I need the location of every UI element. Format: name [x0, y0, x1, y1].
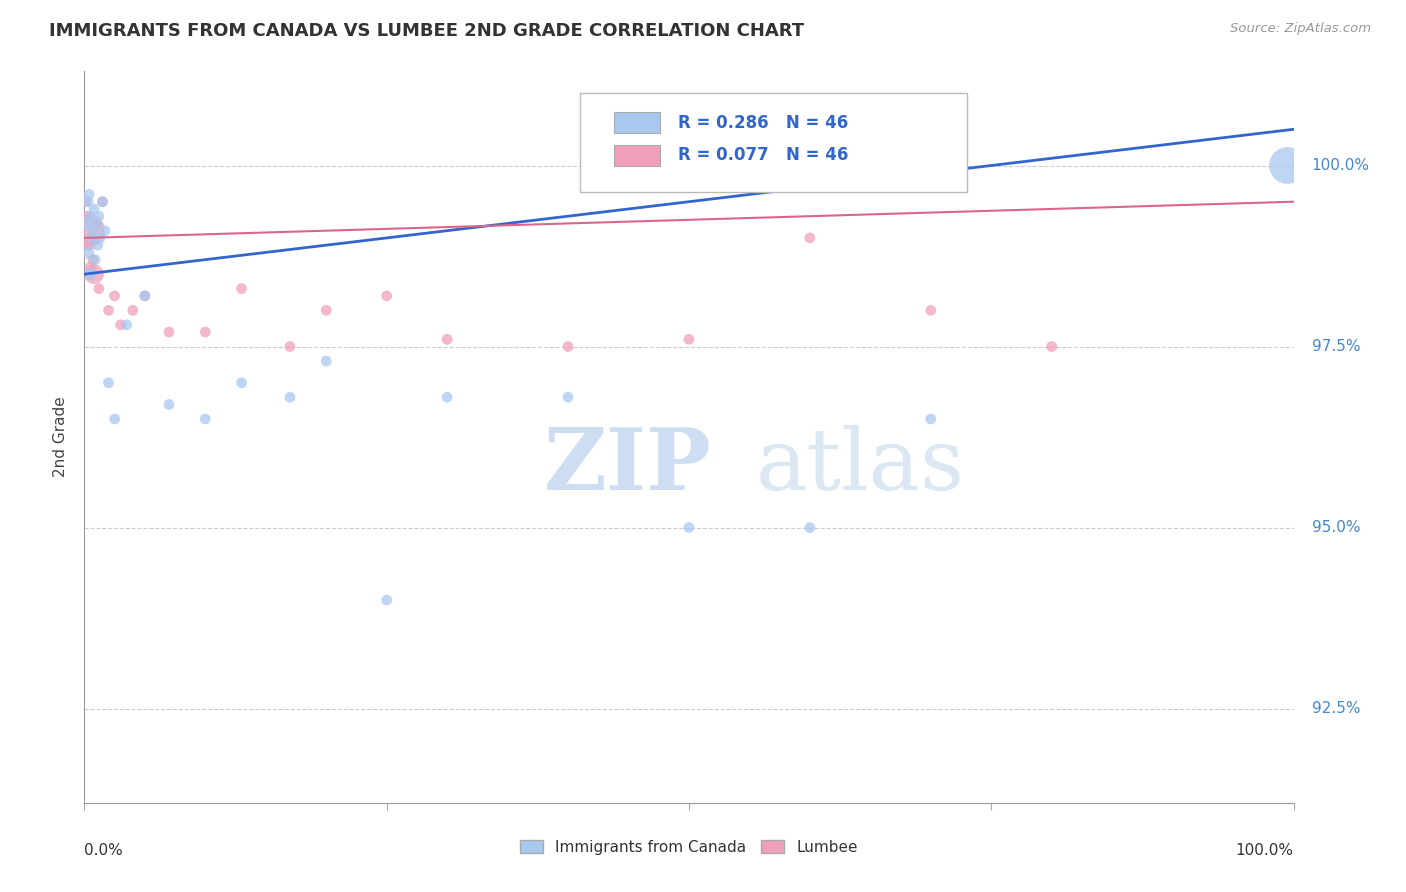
- Point: [91, 194, 114, 209]
- Point: [86, 238, 108, 252]
- Point: [76, 216, 98, 230]
- Point: [97, 376, 120, 390]
- Text: R = 0.077   N = 46: R = 0.077 N = 46: [678, 146, 848, 164]
- Text: 97.5%: 97.5%: [1312, 339, 1360, 354]
- Text: Source: ZipAtlas.com: Source: ZipAtlas.com: [1230, 22, 1371, 36]
- Point: [84, 252, 107, 267]
- Point: [157, 325, 180, 339]
- Point: [104, 289, 127, 303]
- Point: [80, 231, 103, 245]
- Point: [87, 282, 110, 296]
- Point: [557, 340, 579, 354]
- Point: [76, 209, 98, 223]
- Point: [86, 216, 108, 230]
- Legend: Immigrants from Canada, Lumbee: Immigrants from Canada, Lumbee: [513, 834, 865, 861]
- Point: [77, 187, 100, 202]
- Text: 92.5%: 92.5%: [1312, 701, 1360, 716]
- Point: [278, 390, 301, 404]
- Point: [82, 252, 104, 267]
- Point: [799, 231, 821, 245]
- Bar: [614, 145, 659, 166]
- Point: [678, 520, 700, 534]
- Point: [80, 231, 103, 245]
- Point: [315, 303, 337, 318]
- Point: [278, 340, 301, 354]
- Point: [110, 318, 132, 332]
- Point: [83, 267, 105, 281]
- Point: [83, 202, 105, 216]
- Text: R = 0.286   N = 46: R = 0.286 N = 46: [678, 113, 848, 131]
- Point: [77, 245, 100, 260]
- Point: [194, 325, 217, 339]
- Point: [121, 303, 143, 318]
- Point: [134, 289, 156, 303]
- Point: [77, 224, 100, 238]
- Text: 100.0%: 100.0%: [1236, 843, 1294, 858]
- Point: [231, 282, 253, 296]
- Point: [87, 209, 110, 223]
- Point: [920, 412, 942, 426]
- Point: [134, 289, 156, 303]
- Point: [920, 303, 942, 318]
- Text: 0.0%: 0.0%: [84, 843, 124, 858]
- Point: [799, 520, 821, 534]
- Point: [104, 412, 127, 426]
- Point: [375, 289, 398, 303]
- Point: [194, 412, 217, 426]
- Point: [557, 390, 579, 404]
- Point: [86, 216, 108, 230]
- Point: [75, 194, 97, 209]
- Point: [79, 267, 101, 281]
- Point: [157, 397, 180, 411]
- Point: [77, 238, 100, 252]
- Point: [89, 231, 111, 245]
- Point: [94, 224, 117, 238]
- Y-axis label: 2nd Grade: 2nd Grade: [53, 397, 69, 477]
- Point: [77, 194, 100, 209]
- Point: [79, 260, 101, 274]
- Point: [436, 332, 458, 346]
- Point: [115, 318, 138, 332]
- Text: atlas: atlas: [755, 425, 965, 508]
- Point: [1277, 159, 1299, 173]
- Point: [79, 209, 101, 223]
- Text: 100.0%: 100.0%: [1312, 158, 1369, 173]
- Text: IMMIGRANTS FROM CANADA VS LUMBEE 2ND GRADE CORRELATION CHART: IMMIGRANTS FROM CANADA VS LUMBEE 2ND GRA…: [49, 22, 804, 40]
- Bar: [614, 112, 659, 133]
- Point: [97, 303, 120, 318]
- Text: ZIP: ZIP: [544, 425, 711, 508]
- Point: [678, 332, 700, 346]
- Point: [231, 376, 253, 390]
- Point: [375, 593, 398, 607]
- Point: [436, 390, 458, 404]
- Point: [315, 354, 337, 368]
- Point: [1040, 340, 1063, 354]
- FancyBboxPatch shape: [581, 94, 967, 192]
- Point: [91, 194, 114, 209]
- Point: [82, 224, 104, 238]
- Text: 95.0%: 95.0%: [1312, 520, 1360, 535]
